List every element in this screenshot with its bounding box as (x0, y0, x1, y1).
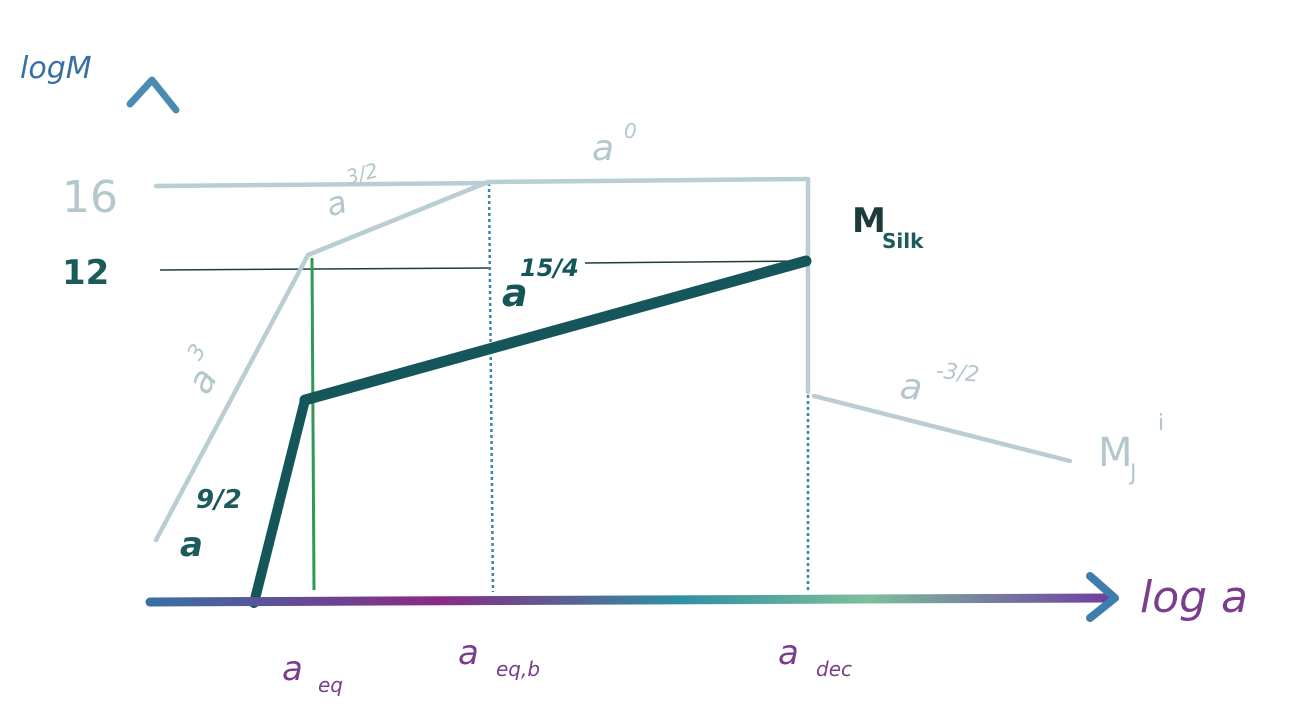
jeans-slope-a3: a 3 (179, 340, 226, 401)
guide-lines (159, 182, 810, 593)
y-axis-label: logM (20, 51, 92, 86)
guide-vertical-eqb (487, 182, 495, 593)
jeans-mass-label-sub: J (1128, 461, 1137, 486)
jeans-slope-a3-exp: 3 (183, 340, 212, 365)
x-tick-aeqb-sub: eq,b (496, 657, 540, 681)
silk-slope-a92-base: a (180, 525, 203, 565)
guide-line-12-right (584, 260, 807, 264)
y-tick-12: 12 (62, 253, 109, 293)
silk-mass-label: M Silk (852, 201, 924, 253)
x-tick-aeq: a eq (282, 649, 343, 697)
jeans-slope-a0-exp: 0 (624, 119, 637, 143)
jeans-slope-a0: a 0 (592, 119, 637, 169)
jeans-mass-label: M J i (1098, 411, 1164, 486)
jeans-slope-a3-base: a (179, 361, 226, 401)
x-axis (145, 593, 1113, 607)
x-tick-aeq-main: a (282, 649, 303, 689)
silk-slope-a154: a 15/4 (502, 254, 579, 315)
silk-mass-steep-segment (249, 395, 310, 608)
silk-mass-shallow-segment (299, 255, 812, 406)
silk-mass-curve (249, 255, 812, 608)
silk-slope-a92-exp: 9/2 (196, 485, 242, 515)
jeans-slope-a-32-exp: -3/2 (935, 359, 981, 388)
y-axis-arrowhead (126, 76, 180, 114)
y-tick-16: 16 (62, 172, 118, 223)
silk-slope-a154-base: a (502, 271, 528, 315)
jeans-slope-a0-base: a (592, 128, 614, 169)
jeans-slope-a-32-base: a (898, 366, 924, 409)
jeans-mass-line (153, 176, 811, 543)
jeans-slope-a-32: a -3/2 (898, 359, 981, 409)
jeans-mass-tail (811, 393, 1073, 464)
x-axis-arrowhead (1086, 572, 1119, 622)
jeans-mass-top-left (153, 180, 491, 189)
x-tick-aeqb: a eq,b (458, 633, 540, 681)
silk-mass-label-sub: Silk (882, 229, 924, 253)
x-tick-adec-main: a (778, 633, 799, 673)
jeans-slope-a32-base: a (322, 182, 351, 224)
x-tick-adec-sub: dec (816, 657, 852, 681)
silk-slope-a92: a 9/2 (180, 485, 242, 565)
guide-vertical-eq (310, 257, 316, 591)
jeans-slope-a32: a 3/2 (322, 158, 381, 224)
jeans-mass-curve (153, 176, 1073, 543)
guide-line-12 (159, 267, 491, 271)
axes (126, 76, 1119, 622)
silk-slope-a154-exp: 15/4 (520, 254, 579, 282)
silk-mass-label-main: M (852, 201, 886, 241)
x-tick-aeq-sub: eq (318, 673, 343, 697)
jeans-mass-label-sup: i (1158, 411, 1164, 436)
jeans-mass-label-main: M (1098, 430, 1133, 476)
x-axis-label: log a (1140, 572, 1248, 623)
x-tick-adec: a dec (778, 633, 852, 681)
x-tick-aeqb-main: a (458, 633, 479, 673)
